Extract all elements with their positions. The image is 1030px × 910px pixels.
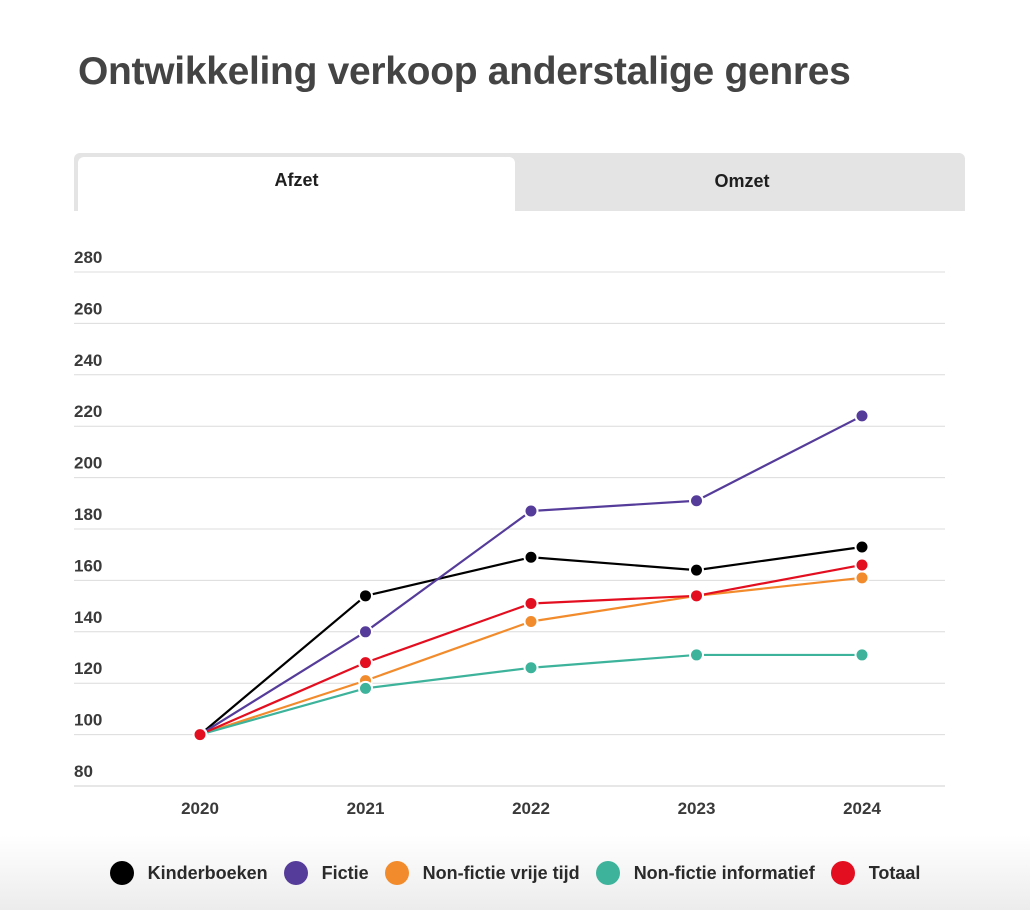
legend-dot [595, 861, 620, 885]
data-point-totaal[interactable] [192, 727, 208, 743]
data-point-non-fictie-vrije-tijd[interactable] [523, 614, 539, 630]
legend-background [0, 835, 1030, 910]
y-tick-label: 100 [74, 711, 102, 730]
y-tick-label: 120 [74, 659, 102, 678]
data-point-kinderboeken[interactable] [358, 588, 373, 604]
tab-afzet[interactable]: Afzet [78, 157, 515, 211]
legend-item-totaal[interactable]: Totaal [830, 861, 921, 885]
y-tick-label: 160 [74, 556, 102, 575]
legend-item-non-fictie-informatief[interactable]: Non-fictie informatief [595, 861, 815, 885]
legend-label: Fictie [321, 862, 369, 883]
chart-legend: Kinderboeken Fictie Non-fictie vrije tijd N… [0, 858, 1030, 888]
data-point-non-fictie-vrije-tijd[interactable] [854, 570, 870, 586]
data-point-fictie[interactable] [523, 503, 539, 519]
x-tick-label: 2021 [347, 799, 385, 818]
legend-dot [384, 861, 409, 885]
legend-label: Totaal [868, 862, 921, 883]
data-point-kinderboeken[interactable] [854, 539, 870, 555]
legend-label: Non-fictie informatief [633, 862, 815, 883]
y-tick-label: 220 [74, 402, 102, 421]
y-tick-label: 80 [74, 762, 93, 781]
data-point-fictie[interactable] [358, 624, 373, 640]
y-tick-label: 240 [74, 351, 102, 370]
x-tick-label: 2020 [181, 799, 219, 818]
data-point-kinderboeken[interactable] [689, 562, 704, 578]
tab-omzet[interactable]: Omzet [714, 171, 770, 191]
y-tick-label: 200 [74, 454, 102, 473]
legend-label: Kinderboeken [147, 862, 268, 883]
legend-item-kinderboeken[interactable]: Kinderboeken [109, 861, 268, 885]
legend-label: Non-fictie vrije tijd [422, 862, 580, 883]
legend-item-fictie[interactable]: Fictie [283, 861, 369, 885]
data-point-non-fictie-informatief[interactable] [854, 647, 870, 663]
legend-dot [109, 861, 134, 885]
y-tick-label: 140 [74, 608, 102, 627]
data-point-totaal[interactable] [523, 596, 539, 612]
data-point-totaal[interactable] [854, 557, 870, 573]
page-title: Ontwikkeling verkoop anderstalige genres [78, 50, 851, 93]
y-tick-label: 180 [74, 505, 102, 524]
y-tick-label: 280 [74, 248, 102, 267]
y-tick-label: 260 [74, 299, 102, 318]
legend-item-non-fictie-vrije-tijd[interactable]: Non-fictie vrije tijd [384, 861, 580, 885]
x-tick-label: 2024 [843, 799, 881, 818]
tab-bar: Afzet Omzet [74, 153, 965, 211]
data-point-fictie[interactable] [854, 408, 870, 424]
legend-dot [830, 861, 855, 885]
data-point-kinderboeken[interactable] [523, 549, 539, 565]
x-tick-label: 2023 [678, 799, 716, 818]
data-point-non-fictie-informatief[interactable] [523, 660, 539, 676]
legend-dot [283, 861, 308, 885]
x-tick-label: 2022 [512, 799, 550, 818]
data-point-totaal[interactable] [689, 588, 704, 604]
data-point-non-fictie-informatief[interactable] [689, 647, 704, 663]
data-point-non-fictie-informatief[interactable] [358, 680, 373, 696]
series-line-fictie [199, 414, 863, 736]
series-line-totaal [199, 563, 863, 736]
data-point-totaal[interactable] [358, 655, 373, 671]
data-point-fictie[interactable] [689, 493, 704, 509]
line-chart: 80 100 120 140 160 180 200 220 240 260 280 2020 2021… [74, 248, 945, 818]
